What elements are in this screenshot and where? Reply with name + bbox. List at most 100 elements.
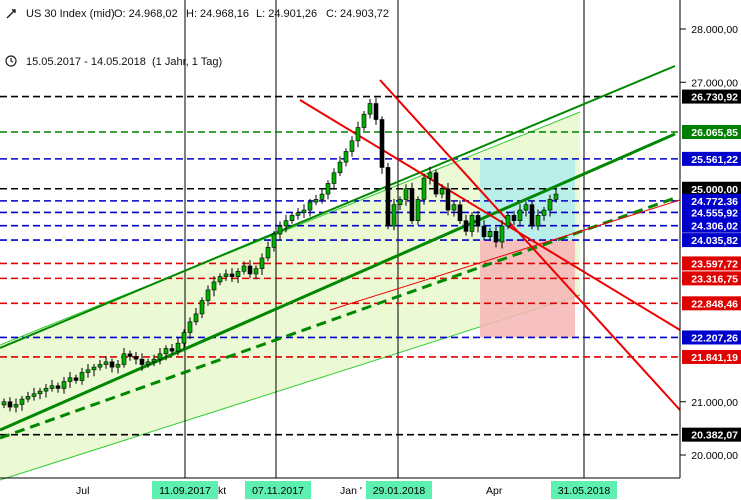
level-tag-text: 21.841,19 <box>691 352 738 364</box>
candle-body <box>223 273 229 277</box>
level-tag-bg <box>682 205 741 220</box>
green-trend-upper <box>0 65 676 349</box>
candle-body <box>445 188 451 211</box>
candle-body <box>187 321 193 333</box>
candle-body <box>43 388 49 392</box>
candle-body <box>61 381 67 389</box>
level-tag-13: 20.382,07 <box>682 427 741 442</box>
clock-icon <box>5 55 17 67</box>
candle-body <box>19 398 25 405</box>
low-value: L: 24.901,26 <box>256 8 318 20</box>
level-tag-5: 24.555,92 <box>682 205 741 220</box>
level-tag-6: 24.306,02 <box>682 218 741 233</box>
level-tag-4: 24.772,36 <box>682 193 741 208</box>
candle-body <box>505 215 511 227</box>
candle-body <box>103 361 109 365</box>
high-value: H: 24.968,16 <box>186 8 249 20</box>
candle-body <box>271 233 277 248</box>
candle-body <box>511 215 517 221</box>
candle-body <box>409 188 415 222</box>
candle-body <box>391 204 397 227</box>
candle-body <box>49 385 55 389</box>
candle-body <box>241 265 247 272</box>
x-axis-label: Apr <box>486 485 503 497</box>
candle-body <box>229 273 235 277</box>
level-tag-text: 20.382,07 <box>691 430 738 442</box>
candle-body <box>373 103 379 120</box>
level-tag-3: 25.000,00 <box>682 181 741 196</box>
level-tag-12: 21.841,19 <box>682 349 741 364</box>
date-marker-text: 07.11.2017 <box>252 485 304 497</box>
candle-body <box>163 348 169 355</box>
open-value: O: 24.968,02 <box>114 8 178 20</box>
level-tag-bg <box>682 218 741 233</box>
candle-body <box>127 353 133 357</box>
trend-lines <box>0 65 681 440</box>
candle-body <box>277 225 283 235</box>
candle-body <box>259 257 265 269</box>
candle-body <box>385 167 391 227</box>
candle-body <box>397 199 403 206</box>
level-tag-text: 25.561,22 <box>691 154 738 166</box>
red-trend-lower <box>379 79 681 411</box>
candle-body <box>115 364 121 368</box>
candle-body <box>121 353 127 365</box>
level-tag-text: 24.306,02 <box>691 221 738 233</box>
candle-body <box>379 119 385 168</box>
red-trend-upper <box>299 99 681 331</box>
candle-body <box>211 281 217 291</box>
level-tag-bg <box>682 256 741 271</box>
level-tag-0: 26.730,92 <box>682 89 741 104</box>
candle-body <box>529 204 535 227</box>
candle-body <box>109 361 115 368</box>
level-tag-1: 26.065,85 <box>682 124 741 139</box>
candle-body <box>193 313 199 323</box>
chart-tool-icon[interactable] <box>5 8 17 20</box>
candle-body <box>541 209 547 216</box>
date-marker-bg <box>245 481 311 499</box>
close-value: C: 24.903,72 <box>326 8 389 20</box>
x-axis-label: kt <box>218 485 226 497</box>
candle-body <box>157 353 163 360</box>
level-tag-7: 24.035,82 <box>682 233 741 248</box>
date-marker-tag: 29.01.2018 <box>366 481 432 499</box>
candle-body <box>313 199 319 203</box>
candle-body <box>481 225 487 237</box>
candle-body <box>79 372 85 381</box>
candle-body <box>55 385 61 389</box>
level-tag-bg <box>682 271 741 286</box>
candle-body <box>85 369 91 373</box>
level-tag-text: 25.000,00 <box>691 184 738 196</box>
candle-body <box>457 204 463 222</box>
candle-body <box>1 401 7 406</box>
candle-body <box>91 366 97 371</box>
candle-body <box>13 404 19 408</box>
candle-body <box>301 209 307 214</box>
level-tag-text: 26.730,92 <box>691 92 738 104</box>
candle-body <box>295 212 301 216</box>
level-tag-text: 23.597,72 <box>691 258 738 270</box>
date-marker-bg <box>152 481 218 499</box>
level-tag-8: 23.597,72 <box>682 256 741 271</box>
candle-body <box>463 220 469 232</box>
date-marker-text: 11.09.2017 <box>159 485 211 497</box>
level-tag-bg <box>682 233 741 248</box>
candle-body <box>553 193 559 200</box>
candle-body <box>199 300 205 315</box>
level-tag-bg <box>682 89 741 104</box>
candle-body <box>151 358 157 363</box>
candle-body <box>97 364 103 368</box>
candle-body <box>175 342 181 352</box>
candle-body <box>547 199 553 211</box>
date-axis: Jul kt Jan ' Apr 11.09.2017 07.11.2017 29.01.2… <box>0 477 680 499</box>
date-marker-text: 31.05.2018 <box>558 485 611 497</box>
candlesticks <box>1 97 559 413</box>
date-marker-tag: 31.05.2018 <box>551 481 617 499</box>
candle-body <box>169 348 175 352</box>
level-tag-text: 24.035,82 <box>691 235 738 247</box>
red-support-line <box>329 199 681 311</box>
candle-body <box>145 361 151 365</box>
candle-body <box>307 201 313 211</box>
level-tag-bg <box>682 193 741 208</box>
candle-body <box>517 209 523 222</box>
